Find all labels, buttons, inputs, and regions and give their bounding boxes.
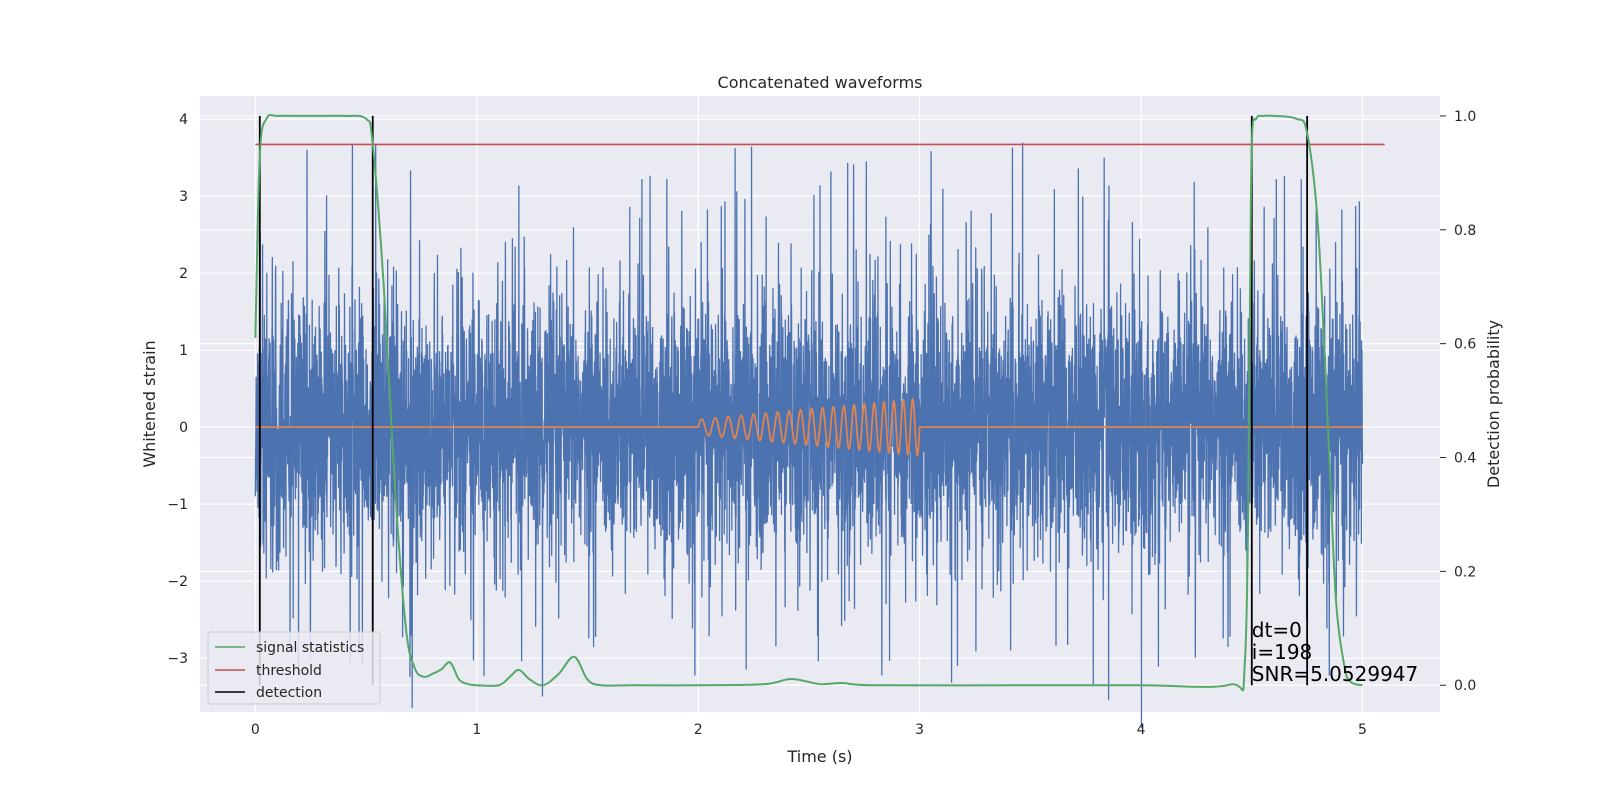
- y-axis-label: Whitened strain: [140, 340, 159, 467]
- y-tick-label: 4: [179, 112, 188, 128]
- x-axis-ticks: 0 1 2 3 4 5: [251, 722, 1367, 738]
- y-tick-label: 0: [179, 420, 188, 436]
- legend: signal statistics threshold detection: [207, 631, 381, 705]
- x-tick-label: 0: [251, 722, 260, 738]
- legend-label-detection: detection: [256, 685, 322, 701]
- legend-label-threshold: threshold: [256, 663, 322, 679]
- annotation-i: i=198: [1252, 640, 1313, 664]
- y2-tick-label: 0.2: [1454, 564, 1476, 580]
- y2-tick-label: 0.0: [1454, 678, 1476, 694]
- x-tick-label: 3: [915, 722, 924, 738]
- x-tick-label: 2: [694, 722, 703, 738]
- annotation-snr: SNR=5.0529947: [1252, 662, 1418, 686]
- chart-title: Concatenated waveforms: [718, 73, 923, 92]
- y-tick-label: 3: [179, 189, 188, 205]
- legend-label-signal-statistics: signal statistics: [256, 640, 364, 656]
- y-tick-label: 2: [179, 266, 188, 282]
- plot-layer: [254, 114, 1385, 729]
- y-axis-right-ticks: 0.0 0.2 0.4 0.6 0.8 1.0: [1440, 109, 1476, 694]
- annotation-block: dt=0 i=198 SNR=5.0529947: [1252, 618, 1418, 686]
- x-axis-label: Time (s): [786, 747, 852, 766]
- chirp-line: [255, 397, 1363, 458]
- y2-axis-label: Detection probability: [1484, 320, 1503, 488]
- legend-box: [207, 631, 381, 705]
- y-tick-label: −1: [167, 497, 188, 513]
- y2-tick-label: 0.4: [1454, 451, 1476, 467]
- annotation-dt: dt=0: [1252, 618, 1302, 642]
- y-tick-label: −3: [167, 651, 188, 667]
- x-tick-label: 1: [472, 722, 481, 738]
- x-tick-label: 4: [1137, 722, 1146, 738]
- y-tick-label: −2: [167, 574, 188, 590]
- noise-line: [254, 142, 1364, 729]
- x-tick-label: 5: [1358, 722, 1367, 738]
- y2-tick-label: 0.8: [1454, 223, 1476, 239]
- signal-statistics-line: [254, 114, 1363, 692]
- y-axis-left-ticks: −3 −2 −1 0 1 2 3 4: [167, 112, 188, 667]
- y2-tick-label: 0.6: [1454, 337, 1476, 353]
- y-tick-label: 1: [179, 343, 188, 359]
- y2-tick-label: 1.0: [1454, 109, 1476, 125]
